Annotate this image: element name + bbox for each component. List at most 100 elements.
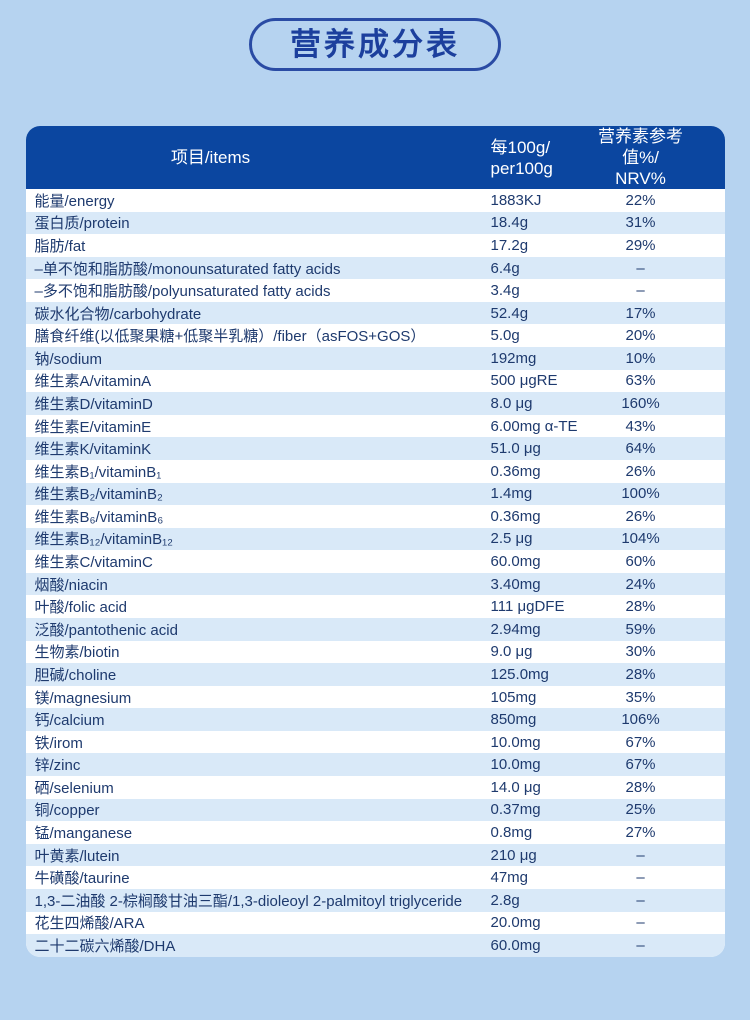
table-row: 泛酸/pantothenic acid 2.94mg 59% bbox=[25, 617, 725, 641]
item-cell: 维生素C/vitaminC bbox=[34, 554, 153, 572]
table-body: 能量/energy 1883KJ 22% 蛋白质/protein 18.4g 3… bbox=[25, 189, 725, 957]
per100g-cell: 210 μg bbox=[490, 846, 537, 864]
nrv-cell: 30% bbox=[625, 643, 656, 661]
item-cell: 锰/manganese bbox=[34, 824, 133, 842]
per100g-cell: 60.0mg bbox=[490, 553, 541, 571]
item-cell: 铜/copper bbox=[34, 802, 100, 820]
item-cell: 脂肪/fat bbox=[34, 237, 86, 255]
table-row: 维生素D/vitaminD 8.0 μg 160% bbox=[25, 392, 725, 415]
nrv-cell: 64% bbox=[625, 440, 656, 458]
per100g-cell: 20.0mg bbox=[490, 914, 541, 932]
item-cell: 花生四烯酸/ARA bbox=[34, 915, 145, 933]
page-title: 营养成分表 bbox=[290, 27, 460, 62]
header-nrv-line2: NRV% bbox=[615, 169, 666, 188]
item-cell: 膳食纤维(以低聚果糖+低聚半乳糖）/fiber（asFOS+GOS） bbox=[34, 328, 426, 346]
header-per100g: 每100g/ per100g bbox=[491, 137, 591, 179]
nrv-cell: 26% bbox=[625, 507, 656, 525]
item-cell: 烟酸/niacin bbox=[34, 576, 108, 594]
table-row: 维生素B₁₂/vitaminB₁₂ 2.5 μg 104% bbox=[25, 527, 725, 551]
per100g-cell: 17.2g bbox=[490, 236, 529, 254]
item-cell: 维生素E/vitaminE bbox=[34, 418, 152, 436]
header-nrv: 营养素参考值%/ NRV% bbox=[591, 126, 691, 189]
per100g-cell: 3.4g bbox=[490, 282, 520, 300]
nrv-cell: 28% bbox=[625, 598, 656, 616]
per100g-cell: 1883KJ bbox=[490, 191, 542, 209]
item-cell: 镁/magnesium bbox=[34, 689, 132, 707]
table-row: 二十二碳六烯酸/DHA 60.0mg – bbox=[25, 934, 725, 957]
nrv-cell: 22% bbox=[625, 191, 656, 209]
item-cell: 泛酸/pantothenic acid bbox=[34, 621, 178, 639]
per100g-cell: 3.40mg bbox=[490, 575, 541, 593]
item-cell: 铁/irom bbox=[34, 734, 83, 752]
nrv-cell: 20% bbox=[625, 327, 656, 345]
per100g-cell: 2.5 μg bbox=[490, 530, 533, 548]
per100g-cell: 500 μgRE bbox=[490, 372, 558, 390]
table-row: 蛋白质/protein 18.4g 31% bbox=[25, 211, 725, 235]
nrv-cell: 43% bbox=[625, 417, 656, 435]
table-row: 烟酸/niacin 3.40mg 24% bbox=[25, 572, 725, 596]
nrv-cell: 160% bbox=[621, 394, 660, 412]
per100g-cell: 850mg bbox=[490, 711, 537, 729]
item-cell: 叶黄素/lutein bbox=[34, 847, 120, 865]
per100g-cell: 5.0g bbox=[490, 327, 520, 345]
per100g-cell: 2.94mg bbox=[490, 620, 541, 638]
item-cell: 钠/sodium bbox=[34, 350, 103, 368]
table-row: 锰/manganese 0.8mg 27% bbox=[25, 821, 725, 844]
item-cell: 牛磺酸/taurine bbox=[34, 870, 130, 888]
nrv-cell: 25% bbox=[625, 801, 656, 819]
per100g-cell: 111 μgDFE bbox=[490, 598, 565, 616]
item-cell: –单不饱和脂肪酸/monounsaturated fatty acids bbox=[34, 260, 341, 278]
nrv-cell: 59% bbox=[625, 620, 656, 638]
item-cell: 二十二碳六烯酸/DHA bbox=[34, 937, 176, 955]
per100g-cell: 6.00mg α-TE bbox=[490, 417, 578, 435]
nrv-cell: 35% bbox=[625, 688, 656, 706]
item-cell: –多不饱和脂肪酸/polyunsaturated fatty acids bbox=[34, 283, 331, 301]
nrv-cell: 106% bbox=[621, 711, 660, 729]
table-row: 牛磺酸/taurine 47mg – bbox=[25, 866, 725, 889]
per100g-cell: 47mg bbox=[490, 869, 529, 887]
item-cell: 生物素/biotin bbox=[34, 644, 120, 662]
nrv-cell: 28% bbox=[625, 778, 656, 796]
table-row: –多不饱和脂肪酸/polyunsaturated fatty acids 3.4… bbox=[25, 279, 725, 302]
per100g-cell: 192mg bbox=[490, 349, 537, 367]
nrv-cell: – bbox=[636, 846, 645, 864]
table-row: 锌/zinc 10.0mg 67% bbox=[25, 753, 725, 777]
nrv-cell: – bbox=[636, 869, 645, 887]
nrv-cell: – bbox=[636, 259, 645, 277]
per100g-cell: 6.4g bbox=[490, 259, 520, 277]
per100g-cell: 9.0 μg bbox=[490, 643, 533, 661]
item-cell: 维生素B₁₂/vitaminB₁₂ bbox=[34, 531, 173, 549]
item-cell: 叶酸/folic acid bbox=[34, 599, 128, 617]
table-row: 维生素B₁/vitaminB₁ 0.36mg 26% bbox=[25, 459, 725, 483]
nrv-cell: 28% bbox=[625, 665, 656, 683]
table-header: 项目/items 每100g/ per100g 营养素参考值%/ NRV% bbox=[25, 126, 725, 189]
per100g-cell: 0.36mg bbox=[490, 462, 541, 480]
per100g-cell: 10.0mg bbox=[490, 756, 541, 774]
per100g-cell: 2.8g bbox=[490, 891, 520, 909]
nrv-cell: 67% bbox=[625, 756, 656, 774]
item-cell: 碳水化合物/carbohydrate bbox=[34, 305, 202, 323]
nrv-cell: 63% bbox=[625, 372, 656, 390]
nrv-cell: – bbox=[636, 891, 645, 909]
table-row: 钠/sodium 192mg 10% bbox=[25, 347, 725, 370]
item-cell: 1,3-二油酸 2-棕榈酸甘油三酯/1,3-dioleoyl 2-palmito… bbox=[34, 892, 463, 910]
table-row: 碳水化合物/carbohydrate 52.4g 17% bbox=[25, 301, 725, 325]
item-cell: 钙/calcium bbox=[34, 712, 105, 730]
nrv-cell: – bbox=[636, 282, 645, 300]
item-cell: 维生素D/vitaminD bbox=[34, 395, 153, 413]
nutrition-title-badge: 营养成分表 bbox=[249, 18, 501, 71]
per100g-cell: 10.0mg bbox=[490, 733, 541, 751]
table-row: 钙/calcium 850mg 106% bbox=[25, 708, 725, 731]
item-cell: 胆碱/choline bbox=[34, 666, 117, 684]
nrv-cell: 27% bbox=[625, 823, 656, 841]
item-cell: 维生素B₂/vitaminB₂ bbox=[34, 486, 163, 504]
item-cell: 硒/selenium bbox=[34, 779, 114, 797]
per100g-cell: 0.36mg bbox=[490, 507, 541, 525]
table-row: 硒/selenium 14.0 μg 28% bbox=[25, 776, 725, 799]
table-row: 维生素B₂/vitaminB₂ 1.4mg 100% bbox=[25, 482, 725, 506]
table-row: 维生素C/vitaminC 60.0mg 60% bbox=[25, 550, 725, 573]
per100g-cell: 14.0 μg bbox=[490, 778, 541, 796]
per100g-cell: 60.0mg bbox=[490, 936, 541, 954]
item-cell: 能量/energy bbox=[34, 192, 115, 210]
table-row: 1,3-二油酸 2-棕榈酸甘油三酯/1,3-dioleoyl 2-palmito… bbox=[25, 888, 725, 912]
